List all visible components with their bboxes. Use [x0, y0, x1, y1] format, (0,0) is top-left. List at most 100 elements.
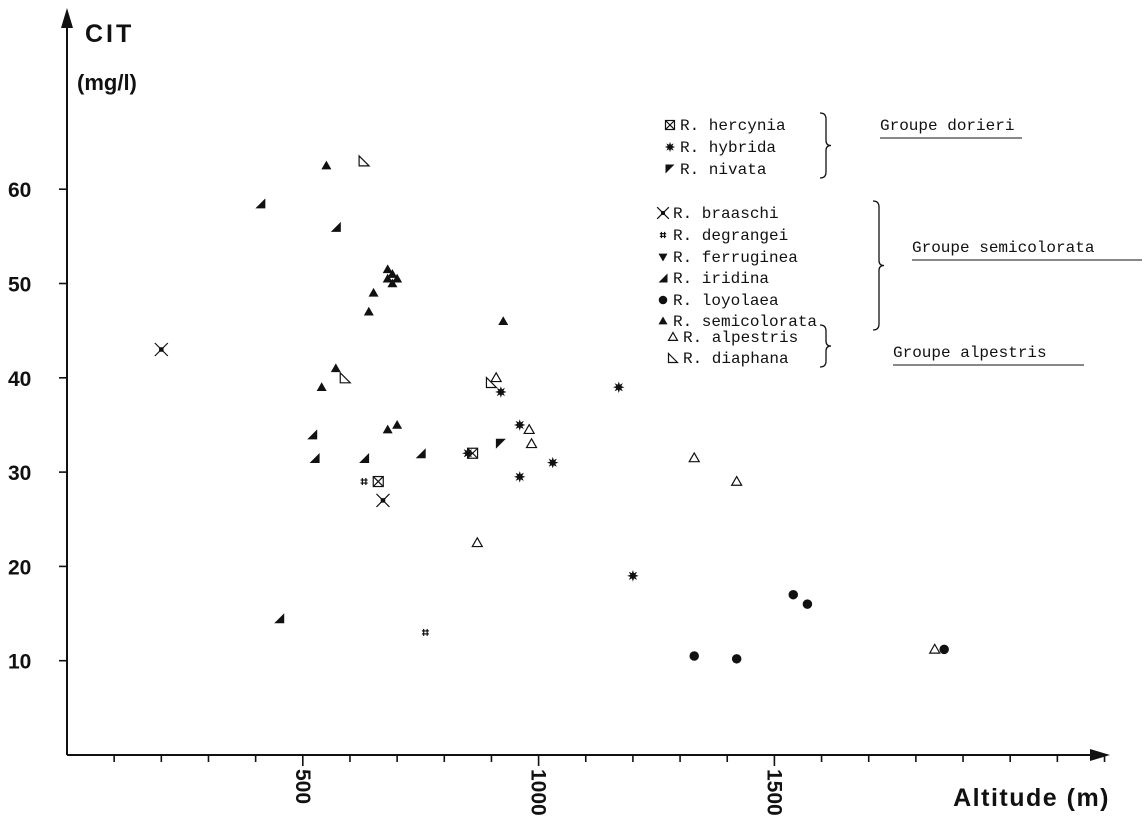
data-point	[731, 654, 742, 664]
data-point	[372, 475, 384, 488]
data-point	[498, 316, 509, 325]
legend-marker-icon	[664, 119, 676, 131]
data-point	[387, 269, 398, 278]
data-point	[382, 424, 393, 434]
legend-marker-icon	[656, 206, 670, 220]
y-tick-label: 10	[8, 651, 31, 674]
axis-ticks	[59, 188, 1106, 766]
axes	[61, 8, 1110, 761]
series-r-hybrida	[462, 381, 639, 582]
y-axis-arrow-icon	[61, 8, 73, 28]
data-point	[363, 306, 374, 316]
legend-marker-icon	[664, 141, 676, 153]
x-tick-label: 1500	[762, 769, 785, 816]
legend-group-groupe-dorieri: R. hercynia R. hybrida R. nivata Groupe dor…	[664, 112, 1022, 179]
y-tick-label: 20	[8, 556, 31, 579]
legend-marker-icon	[658, 273, 668, 283]
data-point	[928, 643, 941, 654]
series-r-iridina	[255, 198, 426, 624]
series-r-semicolorata	[316, 160, 509, 434]
data-point	[307, 429, 318, 440]
y-axis-unit: (mg/l)	[77, 70, 137, 95]
y-axis-title: CIT	[85, 20, 134, 48]
legend-marker-icon	[659, 231, 667, 239]
legend-entry-r-alpestris: R. alpestris	[683, 329, 798, 347]
legend-brace	[819, 112, 832, 179]
data-point	[339, 371, 352, 384]
data-point	[387, 278, 398, 288]
data-point	[358, 154, 371, 167]
data-point	[523, 423, 536, 435]
x-axis-arrow-icon	[1090, 749, 1110, 761]
data-point	[471, 536, 484, 548]
data-point	[421, 628, 429, 636]
y-tick-label: 40	[8, 368, 31, 391]
data-point	[415, 448, 426, 459]
legend-brace	[819, 324, 832, 368]
data-point	[382, 273, 393, 283]
legend-group-label: Groupe alpestris	[893, 344, 1047, 362]
legend-group-groupe-alpestris: R. alpestris R. diaphana Groupe alpestris	[667, 324, 1084, 368]
axis-tick-labels: 500 1000 1500 10 20 30 40 50 60	[8, 179, 785, 816]
data-point	[513, 419, 526, 431]
data-point	[368, 287, 379, 297]
legend-group-label: Groupe dorieri	[880, 117, 1014, 135]
legend-entry-r-iridina: R. iridina	[673, 270, 769, 288]
data-point	[546, 456, 559, 469]
legend-entry-r-diaphana: R. diaphana	[683, 350, 789, 368]
data-point	[802, 599, 813, 609]
data-point	[309, 452, 320, 463]
data-point	[392, 273, 403, 283]
series-r-diaphana	[339, 154, 498, 389]
data-point	[495, 438, 506, 449]
legend-marker-icon	[658, 316, 668, 325]
data-point	[255, 198, 266, 209]
data-point	[788, 589, 799, 600]
legend-marker-icon	[658, 295, 668, 305]
series-r-loyolaea	[689, 589, 949, 664]
y-tick-label: 30	[8, 462, 31, 485]
data-point	[382, 264, 393, 274]
data-point	[513, 471, 526, 483]
x-tick-label: 500	[291, 769, 314, 804]
series-r-alpestris	[471, 371, 941, 654]
legend-brace	[872, 200, 885, 331]
series-r-nivata	[495, 438, 506, 449]
legend-marker-icon	[667, 352, 679, 364]
data-point	[154, 342, 169, 357]
x-axis-title: Altitude (m)	[953, 784, 1110, 812]
legend-entry-r-ferruginea: R. ferruginea	[673, 249, 798, 267]
y-tick-label: 50	[8, 274, 31, 297]
series-r-degrangei	[360, 478, 429, 636]
legend-entry-r-nivata: R. nivata	[680, 161, 767, 179]
legend-marker-icon	[658, 253, 668, 262]
data-point	[274, 613, 285, 624]
legend-entry-r-degrangei: R. degrangei	[673, 227, 788, 245]
data-point	[495, 386, 507, 398]
data-point	[485, 376, 498, 389]
legend: R. hercynia R. hybrida R. nivata Groupe dor…	[656, 112, 1142, 368]
data-point	[490, 371, 503, 383]
legend-entry-r-hybrida: R. hybrida	[680, 139, 776, 157]
legend-group-groupe-semicolorata: R. braaschi R. degrangei R. ferruginea R. i…	[656, 200, 1142, 331]
data-point	[525, 437, 538, 449]
data-point	[689, 651, 699, 661]
legend-marker-icon	[665, 164, 675, 174]
data-point	[462, 447, 474, 459]
data-point	[316, 382, 327, 391]
data-point	[939, 644, 949, 655]
data-point	[627, 570, 639, 582]
data-point	[360, 478, 368, 486]
data-point	[321, 160, 332, 170]
legend-entry-r-hercynia: R. hercynia	[680, 117, 786, 135]
legend-marker-icon	[667, 331, 679, 341]
data-point	[613, 381, 625, 393]
series-r-braaschi	[154, 342, 390, 508]
data-point	[330, 221, 341, 232]
data-point	[330, 363, 341, 373]
data-point	[359, 452, 370, 463]
legend-entry-r-semicolorata: R. semicolorata	[673, 313, 817, 331]
data-point	[376, 493, 390, 508]
legend-entry-r-braaschi: R. braaschi	[673, 205, 779, 223]
